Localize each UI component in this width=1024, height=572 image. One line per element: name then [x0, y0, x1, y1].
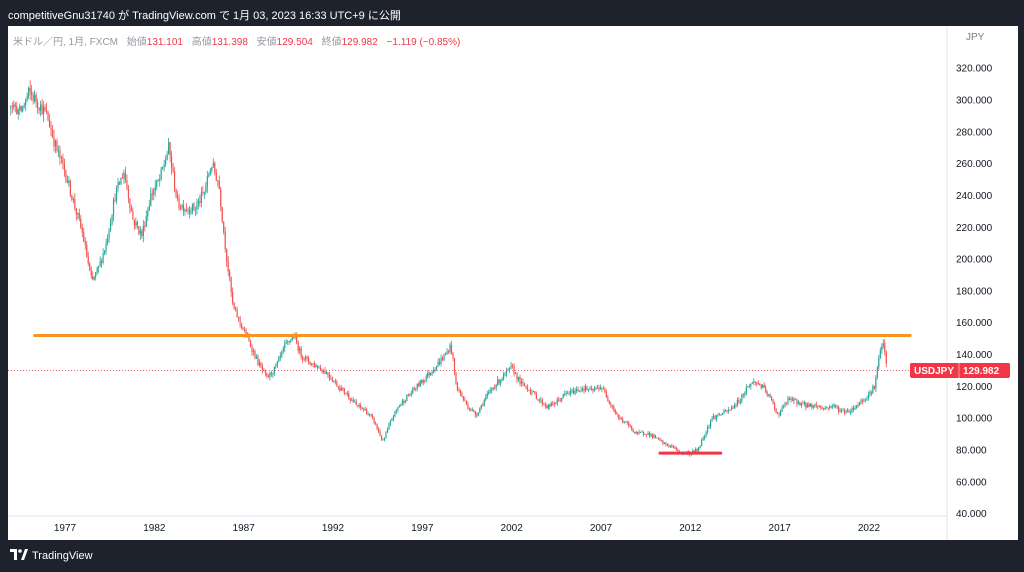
symbol-info: 米ドル／円, 1月, FXCM: [13, 37, 119, 48]
close-value: 129.982: [341, 37, 378, 48]
open-label: 始値: [126, 37, 147, 48]
publish-bar: competitiveGnu31740 が TradingView.com で …: [0, 0, 1024, 26]
close-label: 終値: [321, 37, 342, 48]
change-value: −1.119 (−0.85%): [386, 37, 461, 48]
chart-area[interactable]: [8, 26, 1018, 540]
high-label: 高値: [191, 37, 212, 48]
tradingview-brand[interactable]: TradingView: [10, 549, 93, 563]
tradingview-logo-icon: [10, 549, 28, 563]
open-value: 131.101: [146, 37, 183, 48]
publish-info: competitiveGnu31740 が TradingView.com で …: [8, 10, 401, 22]
footer-bar: [0, 540, 1024, 572]
low-value: 129.504: [276, 37, 313, 48]
ohlc-legend: 米ドル／円, 1月, FXCM 始値131.101 高値131.398 安値12…: [13, 33, 460, 48]
high-value: 131.398: [211, 37, 248, 48]
brand-label: TradingView: [32, 549, 93, 562]
low-label: 安値: [256, 37, 277, 48]
